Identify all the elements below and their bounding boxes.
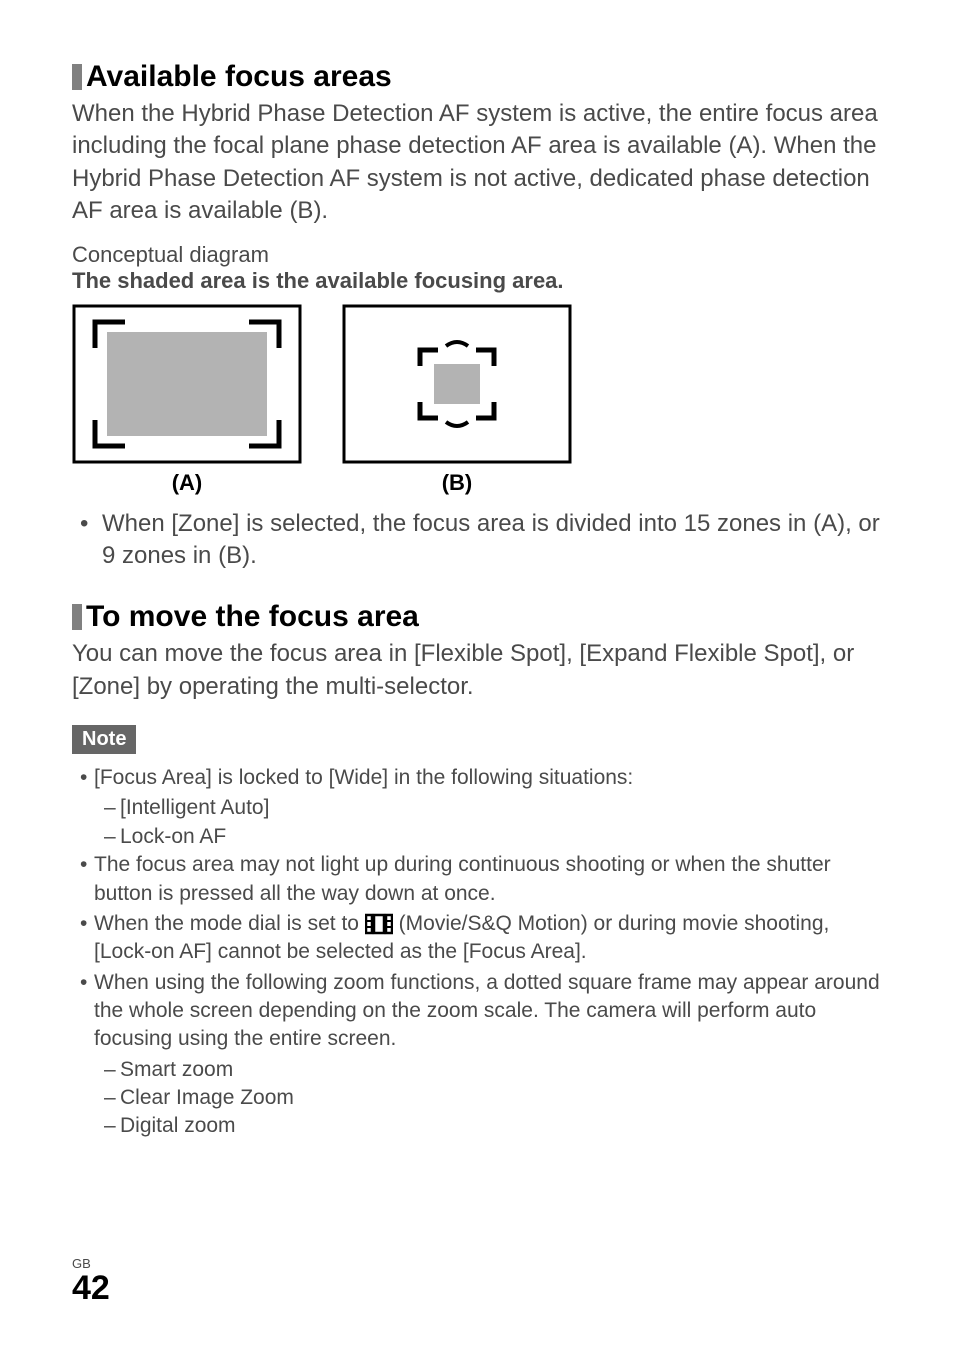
note-badge: Note bbox=[72, 725, 136, 754]
diagram-b-container: (B) bbox=[342, 304, 572, 496]
zone-bullet: When [Zone] is selected, the focus area … bbox=[72, 508, 882, 573]
page-number: 42 bbox=[72, 1271, 110, 1305]
section-heading-focus-areas: Available focus areas bbox=[72, 60, 882, 94]
section2-body: You can move the focus area in [Flexible… bbox=[72, 638, 882, 703]
note-item-4: When using the following zoom functions,… bbox=[72, 969, 882, 1054]
note3-before: When the mode dial is set to bbox=[94, 912, 365, 935]
note-sub-1b: Lock-on AF bbox=[72, 823, 882, 851]
diagram-a-svg bbox=[72, 304, 302, 464]
diagram-a-label: (A) bbox=[172, 470, 203, 496]
heading-text: To move the focus area bbox=[86, 600, 419, 634]
note-item-1: [Focus Area] is locked to [Wide] in the … bbox=[72, 764, 882, 792]
movie-mode-icon bbox=[365, 913, 393, 935]
diagram-a-container: (A) bbox=[72, 304, 302, 496]
note-list: [Focus Area] is locked to [Wide] in the … bbox=[72, 764, 882, 1140]
section1-body: When the Hybrid Phase Detection AF syste… bbox=[72, 98, 882, 228]
conceptual-diagram-label: Conceptual diagram bbox=[72, 242, 882, 268]
note-sub-1a: [Intelligent Auto] bbox=[72, 794, 882, 822]
section-heading-move-focus: To move the focus area bbox=[72, 600, 882, 634]
diagram-b-label: (B) bbox=[442, 470, 473, 496]
diagram-row: (A) (B) bbox=[72, 304, 882, 496]
note-sub-4b: Clear Image Zoom bbox=[72, 1084, 882, 1112]
note-sub-4c: Digital zoom bbox=[72, 1112, 882, 1140]
note-item-2: The focus area may not light up during c… bbox=[72, 851, 882, 908]
note-sub-4a: Smart zoom bbox=[72, 1056, 882, 1084]
section1-bullets: When [Zone] is selected, the focus area … bbox=[72, 508, 882, 573]
shaded-area-label: The shaded area is the available focusin… bbox=[72, 268, 882, 294]
diagram-b-svg bbox=[342, 304, 572, 464]
heading-text: Available focus areas bbox=[86, 60, 392, 94]
page-footer: GB 42 bbox=[72, 1256, 110, 1305]
note-item-3: When the mode dial is set to (Movie/S&Q … bbox=[72, 910, 882, 967]
